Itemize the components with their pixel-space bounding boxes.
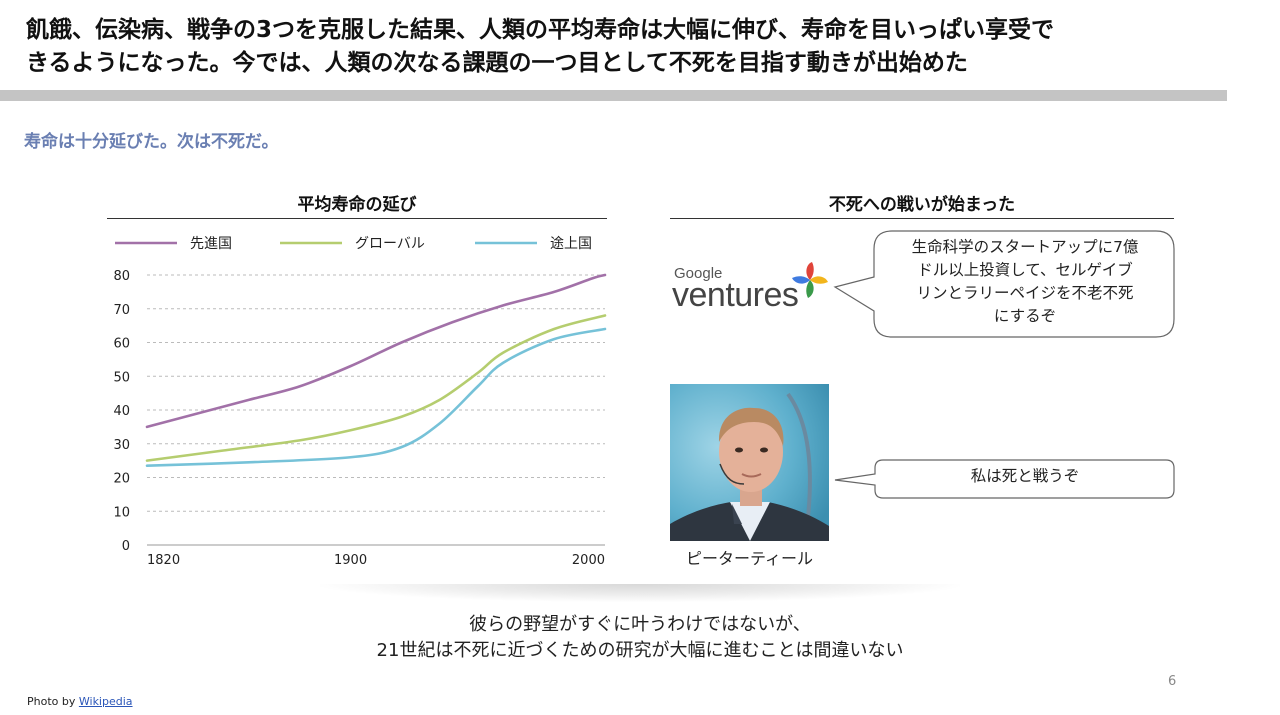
y-tick-label: 0: [122, 539, 130, 554]
portrait-photo: [670, 384, 829, 541]
y-tick-label: 60: [113, 337, 130, 352]
y-tick-label: 20: [113, 472, 130, 487]
x-tick-label: 1900: [334, 553, 367, 568]
x-tick-label: 2000: [572, 553, 605, 568]
x-axis-ticks: 1820 1900 2000: [147, 553, 605, 568]
y-tick-label: 10: [113, 505, 130, 520]
series-line-0: [145, 273, 607, 429]
page-number: 6: [1168, 674, 1177, 689]
logo-google-text: Google: [674, 265, 723, 282]
credit-prefix: Photo by: [27, 695, 79, 708]
logo-ventures-text: ventures: [672, 276, 799, 314]
chart-series: [145, 273, 607, 467]
conclusion-line-1: 彼らの野望がすぐに叶うわけではないが、: [469, 614, 811, 635]
conclusion-text: 彼らの野望がすぐに叶うわけではないが、 21世紀は不死に近づくための研究が大幅に…: [240, 612, 1040, 664]
bubble1-line-1: 生命科学のスタートアップに7億: [911, 238, 1139, 256]
legend-label-2: 途上国: [550, 235, 592, 252]
photo-credit: Photo by Wikipedia: [27, 695, 133, 708]
slide-title: 飢餓、伝染病、戦争の3つを克服した結果、人類の平均寿命は大幅に伸び、寿命を目いっ…: [26, 14, 1226, 80]
legend-label-0: 先進国: [190, 236, 232, 252]
photo-caption: ピーターティール: [685, 549, 814, 568]
y-tick-label: 80: [113, 269, 130, 284]
bubble1-line-2: ドル以上投資して、セルゲイブ: [917, 261, 1133, 279]
google-ventures-logo: Google ventures: [672, 258, 832, 318]
legend-label-1: グローバル: [355, 236, 425, 252]
y-tick-label: 70: [113, 303, 130, 318]
conclusion-line-2: 21世紀は不死に近づくための研究が大幅に進むことは間違いない: [376, 640, 904, 661]
y-tick-label: 40: [113, 404, 130, 419]
speech-bubble-1-text: 生命科学のスタートアップに7億 ドル以上投資して、セルゲイブ リンとラリーペイジ…: [880, 236, 1170, 328]
right-section-header: 不死への戦いが始まった: [670, 190, 1174, 219]
bubble1-line-3: リンとラリーペイジを不老不死: [916, 284, 1134, 302]
chart-header: 平均寿命の延び: [107, 190, 607, 219]
conclusion-divider: [320, 584, 960, 602]
chart-legend: 先進国 グローバル 途上国: [115, 235, 592, 252]
title-line-1: 飢餓、伝染病、戦争の3つを克服した結果、人類の平均寿命は大幅に伸び、寿命を目いっ…: [26, 17, 1055, 43]
life-expectancy-chart: 先進国 グローバル 途上国 80 70 60 50 40 30 20 10 0 1820 1900 20…: [113, 235, 607, 568]
google-ventures-mark-icon: [792, 262, 828, 298]
bubble1-line-4: にするぞ: [993, 307, 1057, 325]
chart-grid: [147, 274, 605, 546]
title-line-2: きるようになった。今では、人類の次なる課題の一つ目として不死を目指す動きが出始め…: [26, 50, 968, 76]
wikipedia-link[interactable]: Wikipedia: [78, 695, 133, 708]
title-rule: [0, 90, 1227, 101]
y-tick-label: 50: [113, 370, 130, 385]
y-axis-ticks: 80 70 60 50 40 30 20 10 0: [113, 269, 130, 554]
speech-bubble-2-text: 私は死と戦うぞ: [970, 467, 1080, 485]
x-tick-label: 1820: [147, 553, 180, 568]
series-line-1: [145, 314, 607, 462]
y-tick-label: 30: [113, 438, 130, 453]
series-line-2: [145, 327, 607, 467]
subtitle: 寿命は十分延びた。次は不死だ。: [24, 132, 279, 152]
